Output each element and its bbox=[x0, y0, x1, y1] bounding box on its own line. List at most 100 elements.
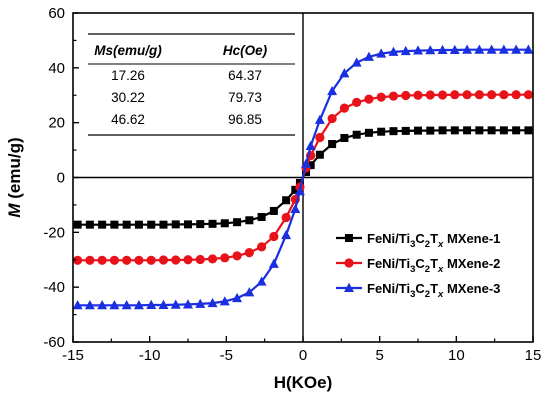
data-point-series-1 bbox=[463, 126, 472, 135]
data-point-series-3 bbox=[301, 158, 312, 168]
data-point-series-1 bbox=[364, 128, 373, 137]
legend-label-2: FeNi/Ti3C2Tx MXene-2 bbox=[367, 256, 500, 275]
legend-subscript: 2 bbox=[425, 264, 430, 275]
data-point-series-2 bbox=[244, 248, 254, 258]
legend-text-part: C bbox=[415, 231, 425, 246]
y-tick-label: -40 bbox=[43, 279, 65, 296]
data-point-series-3 bbox=[449, 44, 460, 55]
data-point-series-1 bbox=[499, 126, 508, 135]
table-cell: 96.85 bbox=[228, 112, 262, 127]
legend-marker-3 bbox=[344, 282, 354, 292]
data-point-series-3 bbox=[170, 299, 181, 309]
data-point-series-3 bbox=[219, 296, 230, 306]
data-point-series-1 bbox=[487, 126, 496, 135]
data-point-series-2 bbox=[269, 231, 279, 242]
data-point-series-1 bbox=[269, 206, 278, 215]
data-point-series-1 bbox=[306, 161, 315, 170]
data-point-series-2 bbox=[327, 113, 337, 124]
legend-text-part: MXene-1 bbox=[443, 231, 500, 246]
data-point-series-2 bbox=[146, 255, 156, 265]
legend-text-part: FeNi/Ti bbox=[367, 231, 410, 246]
x-tick-label: -15 bbox=[62, 347, 84, 364]
data-point-series-1 bbox=[184, 220, 192, 229]
data-point-series-1 bbox=[220, 219, 229, 228]
data-point-series-3 bbox=[400, 45, 411, 56]
data-point-series-1 bbox=[159, 220, 168, 229]
data-point-series-3 bbox=[146, 299, 157, 309]
data-point-series-3 bbox=[327, 85, 338, 96]
data-point-series-2 bbox=[339, 103, 349, 113]
data-point-series-2 bbox=[195, 254, 205, 265]
y-tick-label: 60 bbox=[48, 5, 65, 22]
x-tick-label: -10 bbox=[139, 347, 161, 364]
data-point-series-1 bbox=[73, 220, 82, 229]
data-point-series-2 bbox=[401, 90, 411, 101]
data-point-series-2 bbox=[315, 132, 325, 143]
data-point-series-1 bbox=[147, 220, 156, 229]
data-point-series-2 bbox=[158, 255, 169, 265]
data-point-series-2 bbox=[523, 90, 534, 100]
data-point-series-3 bbox=[268, 258, 279, 268]
legend-subscript: 3 bbox=[410, 289, 415, 300]
data-point-series-2 bbox=[425, 90, 435, 100]
data-point-series-2 bbox=[413, 90, 423, 100]
axes: -15 -10 -5 0 5 10 15 -60 -40 -20 0 20 40 60 H(KOe) M (e… bbox=[5, 5, 541, 392]
legend-text-part: FeNi/Ti bbox=[367, 281, 410, 296]
data-point-series-3 bbox=[290, 203, 301, 214]
legend-text-part: MXene-3 bbox=[443, 281, 500, 296]
data-point-series-1 bbox=[85, 220, 94, 229]
legend-marker-2 bbox=[344, 258, 354, 268]
data-point-series-3 bbox=[133, 300, 144, 310]
data-point-series-1 bbox=[171, 220, 180, 229]
data-point-series-1 bbox=[352, 130, 361, 139]
x-tick-label: 5 bbox=[375, 347, 383, 364]
table-cell: 30.22 bbox=[111, 90, 145, 105]
data-point-series-3 bbox=[207, 297, 218, 308]
data-point-series-3 bbox=[183, 299, 193, 309]
data-point-series-2 bbox=[97, 255, 107, 265]
table-cell: 64.37 bbox=[228, 68, 262, 83]
data-point-series-2 bbox=[352, 97, 362, 107]
data-point-series-2 bbox=[499, 90, 509, 100]
data-point-series-2 bbox=[73, 255, 83, 265]
data-point-series-3 bbox=[474, 44, 485, 54]
data-point-series-1 bbox=[257, 212, 266, 221]
data-point-series-3 bbox=[511, 44, 522, 54]
data-point-series-3 bbox=[281, 229, 292, 240]
legend-text-part: C bbox=[415, 256, 425, 271]
table-header-cell: Ms(emu/g) bbox=[94, 43, 162, 58]
data-point-series-1 bbox=[122, 220, 131, 229]
data-point-series-2 bbox=[376, 92, 386, 102]
data-point-series-2 bbox=[85, 255, 95, 265]
y-tick-label: 20 bbox=[48, 115, 65, 132]
data-point-series-1 bbox=[98, 220, 107, 229]
data-point-series-3 bbox=[437, 44, 448, 55]
data-point-series-1 bbox=[233, 218, 242, 227]
data-point-series-3 bbox=[314, 114, 325, 124]
legend-subscript: x bbox=[437, 289, 444, 300]
table-cell: 79.73 bbox=[228, 90, 262, 105]
data-point-series-2 bbox=[450, 90, 460, 100]
legend-text-part: MXene-2 bbox=[443, 256, 500, 271]
legend-subscript: 2 bbox=[425, 239, 430, 250]
data-point-series-3 bbox=[413, 45, 423, 55]
data-point-series-1 bbox=[524, 126, 533, 135]
data-point-series-2 bbox=[487, 90, 497, 100]
data-point-series-1 bbox=[512, 126, 521, 135]
legend-subscript: 3 bbox=[410, 264, 415, 275]
data-point-series-2 bbox=[109, 255, 119, 265]
data-point-series-1 bbox=[389, 127, 398, 136]
legend-subscript: x bbox=[437, 239, 444, 250]
data-point-series-3 bbox=[498, 44, 509, 54]
data-point-series-1 bbox=[377, 127, 386, 136]
data-point-series-2 bbox=[207, 254, 218, 264]
data-point-series-2 bbox=[511, 90, 521, 100]
data-point-series-2 bbox=[257, 242, 267, 252]
data-point-series-2 bbox=[462, 90, 472, 100]
data-point-series-1 bbox=[414, 126, 422, 135]
y-tick-label: -60 bbox=[43, 334, 65, 351]
data-point-series-3 bbox=[232, 292, 243, 303]
data-point-series-3 bbox=[351, 57, 362, 67]
y-tick-label: 40 bbox=[48, 60, 65, 77]
